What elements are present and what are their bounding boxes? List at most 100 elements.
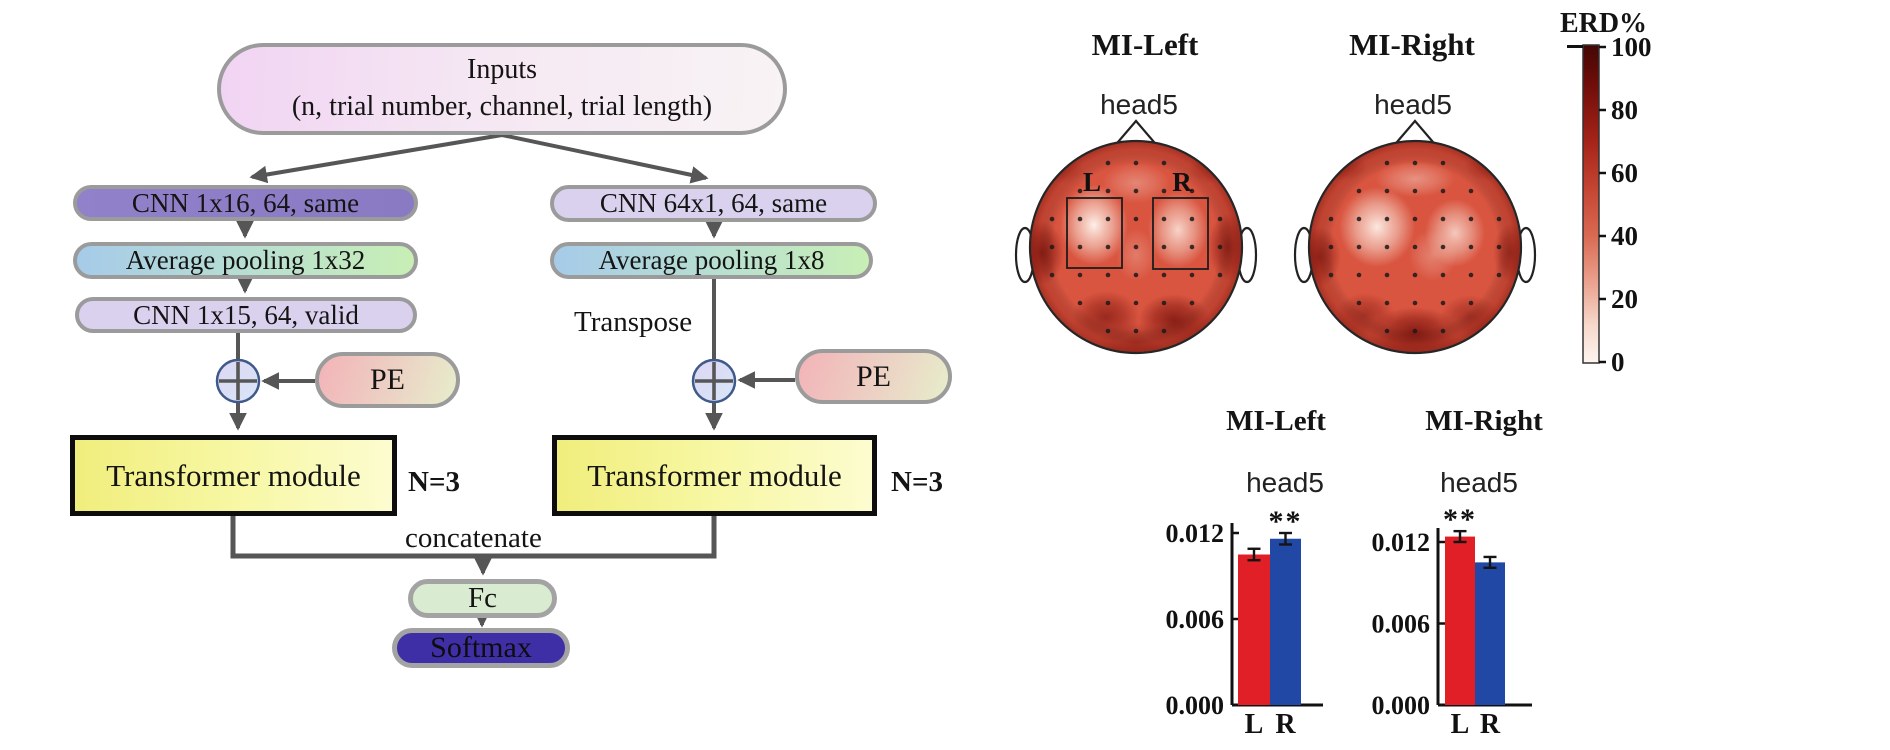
electrode-dot: [1077, 244, 1083, 250]
y-tick-label: 0.000: [1166, 691, 1225, 720]
electrode-dot: [1496, 216, 1502, 222]
concatenate-label: concatenate: [405, 522, 542, 554]
electrode-dot: [1105, 188, 1111, 194]
colorbar-ticks: 100 80 60 40 20 0: [1599, 32, 1652, 377]
node-fc: Fc: [408, 579, 557, 618]
electrode-dot: [1356, 188, 1362, 194]
electrode-dot: [1133, 300, 1139, 306]
electrode-dot: [1412, 244, 1418, 250]
roi-label-right: R: [1172, 167, 1192, 197]
node-cnn-valid: CNN 1x15, 64, valid: [75, 297, 417, 333]
category-label: R: [1275, 709, 1296, 740]
sum-node-right: [691, 358, 737, 404]
electrode-dot: [1356, 272, 1362, 278]
node-softmax: Softmax: [392, 628, 570, 668]
colorbar-gradient: [1582, 44, 1600, 364]
electrode-dot: [1133, 244, 1139, 250]
electrode-dot: [1105, 300, 1111, 306]
repeat-label-right: N=3: [891, 466, 943, 498]
electrode-dot: [1161, 244, 1167, 250]
colorbar-tick-label: 60: [1611, 158, 1638, 188]
electrode-dot: [1328, 244, 1334, 250]
electrode-dot: [1217, 244, 1223, 250]
electrode-dot: [1356, 300, 1362, 306]
electrode-dot: [1356, 244, 1362, 250]
y-tick-label: 0.006: [1372, 610, 1431, 639]
topomap-left-title: MI-Left: [1091, 27, 1199, 62]
connector-concatenate: [230, 516, 717, 559]
electrode-dot: [1356, 216, 1362, 222]
scalp-outline: [1028, 139, 1244, 355]
barchart-left-title: MI-Left: [1226, 405, 1326, 437]
plus-icon: [695, 362, 733, 400]
electrode-dot: [1077, 272, 1083, 278]
scalp-shading: [1310, 142, 1520, 352]
node-pooling-right: Average pooling 1x8: [550, 242, 873, 279]
node-cnn-temporal: CNN 1x16, 64, same: [73, 185, 418, 221]
scalp-outline: [1307, 139, 1523, 355]
electrode-dot: [1189, 188, 1195, 194]
significance-label: **: [1269, 505, 1303, 538]
electrode-dot: [1384, 216, 1390, 222]
electrode-dot: [1468, 272, 1474, 278]
electrode-dot: [1412, 216, 1418, 222]
electrode-dot: [1161, 300, 1167, 306]
node-transformer-left: Transformer module: [70, 435, 397, 516]
electrode-dot: [1328, 216, 1334, 222]
electrode-dot: [1049, 272, 1055, 278]
electrode-dot: [1412, 300, 1418, 306]
electrode-dot: [1412, 188, 1418, 194]
electrode-dot: [1049, 216, 1055, 222]
electrode-dots: [1328, 160, 1502, 334]
electrode-dot: [1468, 300, 1474, 306]
electrode-dot: [1440, 244, 1446, 250]
connector-inputs-to-left: [249, 133, 503, 184]
electrode-dot: [1133, 272, 1139, 278]
category-label: L: [1245, 709, 1264, 740]
electrode-dot: [1077, 300, 1083, 306]
electrode-dot: [1440, 188, 1446, 194]
topomap-right-subtitle: head5: [1374, 89, 1452, 120]
node-pe-right: PE: [795, 349, 952, 404]
inputs-title: Inputs: [467, 54, 537, 86]
significance-label: **: [1443, 503, 1477, 536]
colorbar-tick-label: 80: [1611, 95, 1638, 125]
electrode-dot: [1496, 272, 1502, 278]
sum-node-left: [215, 358, 261, 404]
bar-R: [1475, 562, 1505, 705]
electrode-dot: [1328, 272, 1334, 278]
electrode-dot: [1384, 328, 1390, 334]
electrode-dot: [1412, 328, 1418, 334]
electrode-dot: [1189, 272, 1195, 278]
electrode-dot: [1217, 216, 1223, 222]
node-pe-left: PE: [315, 352, 460, 408]
electrode-dot: [1440, 328, 1446, 334]
electrode-dot: [1105, 272, 1111, 278]
colorbar: 100 80 60 40 20 0: [1567, 32, 1652, 377]
electrode-dots: [1049, 160, 1223, 334]
electrode-dot: [1440, 300, 1446, 306]
barchart-left: 0.000 0.006 0.012 L R **: [1166, 505, 1323, 740]
transpose-label: Transpose: [574, 306, 693, 338]
electrode-dot: [1161, 188, 1167, 194]
electrode-dot: [1161, 160, 1167, 166]
repeat-label-left: N=3: [408, 466, 460, 498]
colorbar-title: ERD%: [1559, 8, 1648, 39]
barchart-left-subtitle: head5: [1246, 467, 1324, 498]
electrode-dot: [1468, 188, 1474, 194]
electrode-dot: [1161, 328, 1167, 334]
electrode-dot: [1384, 160, 1390, 166]
electrode-dot: [1468, 244, 1474, 250]
y-tick-label: 0.012: [1166, 519, 1225, 548]
colorbar-tick-label: 100: [1611, 32, 1652, 62]
electrode-dot: [1189, 300, 1195, 306]
electrode-dot: [1384, 300, 1390, 306]
topomap-head-right: [1293, 119, 1537, 355]
electrode-dot: [1440, 216, 1446, 222]
node-cnn-spatial: CNN 64x1, 64, same: [550, 185, 877, 222]
barchart-right-title: MI-Right: [1425, 405, 1543, 437]
electrode-dot: [1105, 216, 1111, 222]
electrode-dot: [1105, 244, 1111, 250]
roi-label-left: L: [1083, 167, 1101, 197]
